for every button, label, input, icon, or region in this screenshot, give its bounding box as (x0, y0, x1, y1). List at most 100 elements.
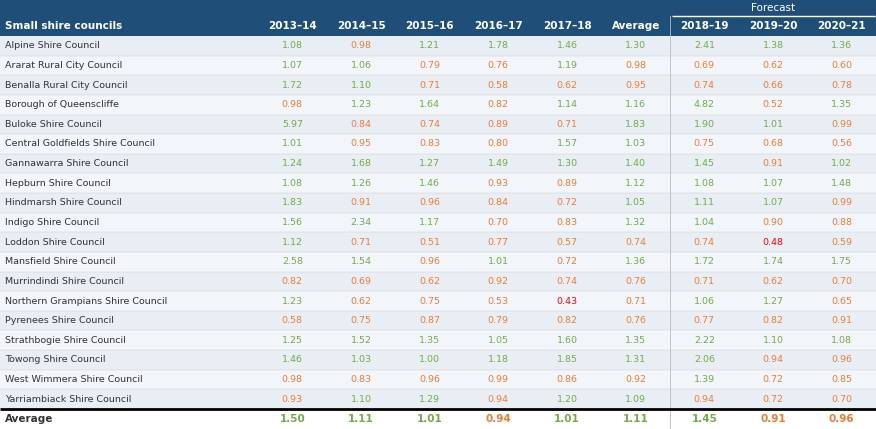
Text: 0.74: 0.74 (694, 81, 715, 90)
Text: 1.00: 1.00 (420, 355, 440, 364)
Text: 0.62: 0.62 (420, 277, 440, 286)
Text: 1.45: 1.45 (691, 414, 717, 424)
Text: 0.85: 0.85 (831, 375, 852, 384)
Text: 0.94: 0.94 (694, 395, 715, 404)
Text: 2.41: 2.41 (694, 41, 715, 50)
Text: 2.58: 2.58 (282, 257, 303, 266)
Text: 1.27: 1.27 (762, 296, 783, 305)
Text: 0.90: 0.90 (762, 218, 783, 227)
Text: 0.62: 0.62 (350, 296, 371, 305)
Text: 0.96: 0.96 (831, 355, 852, 364)
Text: 1.18: 1.18 (488, 355, 509, 364)
Text: 0.96: 0.96 (420, 198, 440, 207)
Text: 0.82: 0.82 (488, 100, 509, 109)
Text: 0.93: 0.93 (488, 179, 509, 188)
Text: 0.62: 0.62 (762, 61, 783, 70)
Text: 1.72: 1.72 (282, 81, 303, 90)
Text: West Wimmera Shire Council: West Wimmera Shire Council (5, 375, 143, 384)
Text: 0.83: 0.83 (556, 218, 577, 227)
Text: 0.71: 0.71 (694, 277, 715, 286)
Bar (0, 311, 876, 330)
Text: Hindmarsh Shire Council: Hindmarsh Shire Council (5, 198, 122, 207)
Text: 1.35: 1.35 (419, 336, 441, 345)
Text: 1.50: 1.50 (279, 414, 305, 424)
Text: Towong Shire Council: Towong Shire Council (5, 355, 105, 364)
Text: 0.98: 0.98 (282, 375, 303, 384)
Text: 1.11: 1.11 (348, 414, 374, 424)
Text: 0.68: 0.68 (762, 139, 783, 148)
Text: 1.09: 1.09 (625, 395, 646, 404)
Text: 1.54: 1.54 (350, 257, 371, 266)
Text: 1.01: 1.01 (417, 414, 442, 424)
Text: 1.32: 1.32 (625, 218, 646, 227)
Text: 0.94: 0.94 (488, 395, 509, 404)
Text: 1.85: 1.85 (556, 355, 577, 364)
Text: Central Goldfields Shire Council: Central Goldfields Shire Council (5, 139, 155, 148)
Text: 0.98: 0.98 (350, 41, 371, 50)
Text: 1.20: 1.20 (556, 395, 577, 404)
Text: 0.79: 0.79 (488, 316, 509, 325)
Text: 0.95: 0.95 (625, 81, 646, 90)
Text: 0.82: 0.82 (282, 277, 303, 286)
Text: 1.02: 1.02 (831, 159, 852, 168)
Text: 0.43: 0.43 (556, 296, 577, 305)
Text: 0.70: 0.70 (831, 395, 852, 404)
Text: 1.05: 1.05 (488, 336, 509, 345)
Text: 1.45: 1.45 (694, 159, 715, 168)
Text: 0.96: 0.96 (829, 414, 854, 424)
Text: 1.16: 1.16 (625, 100, 646, 109)
Text: 0.77: 0.77 (694, 316, 715, 325)
Text: 1.03: 1.03 (350, 355, 371, 364)
Text: 2017–18: 2017–18 (542, 21, 591, 31)
Bar (0, 115, 876, 134)
Text: 0.75: 0.75 (350, 316, 371, 325)
Text: 0.86: 0.86 (556, 375, 577, 384)
Text: 1.05: 1.05 (625, 198, 646, 207)
Text: 1.68: 1.68 (350, 159, 371, 168)
Bar (0, 330, 876, 350)
Text: 0.53: 0.53 (488, 296, 509, 305)
Bar (0, 95, 876, 115)
Text: 0.74: 0.74 (420, 120, 440, 129)
Bar (0, 213, 876, 233)
Text: 0.52: 0.52 (762, 100, 783, 109)
Text: 0.99: 0.99 (831, 120, 852, 129)
Text: 0.92: 0.92 (625, 375, 646, 384)
Text: 0.98: 0.98 (625, 61, 646, 70)
Text: 1.38: 1.38 (762, 41, 783, 50)
Text: 0.98: 0.98 (282, 100, 303, 109)
Text: 2020–21: 2020–21 (817, 21, 866, 31)
Text: 0.89: 0.89 (556, 179, 577, 188)
Bar (0, 56, 876, 75)
Text: 0.96: 0.96 (420, 375, 440, 384)
Text: Northern Grampians Shire Council: Northern Grampians Shire Council (5, 296, 167, 305)
Text: 0.87: 0.87 (420, 316, 440, 325)
Bar (0, 272, 876, 291)
Text: 0.72: 0.72 (762, 395, 783, 404)
Text: 0.93: 0.93 (282, 395, 303, 404)
Text: 1.49: 1.49 (488, 159, 509, 168)
Bar (0, 409, 876, 429)
Text: 2018–19: 2018–19 (680, 21, 729, 31)
Text: Borough of Queenscliffe: Borough of Queenscliffe (5, 100, 119, 109)
Text: 2016–17: 2016–17 (474, 21, 523, 31)
Text: 0.76: 0.76 (625, 277, 646, 286)
Text: 0.82: 0.82 (556, 316, 577, 325)
Text: 1.14: 1.14 (556, 100, 577, 109)
Bar (0, 0, 876, 36)
Text: 1.08: 1.08 (831, 336, 852, 345)
Text: 0.91: 0.91 (760, 414, 786, 424)
Text: 1.23: 1.23 (282, 296, 303, 305)
Text: 0.60: 0.60 (831, 61, 852, 70)
Text: 0.99: 0.99 (488, 375, 509, 384)
Text: 1.35: 1.35 (831, 100, 852, 109)
Text: 1.26: 1.26 (350, 179, 371, 188)
Text: Buloke Shire Council: Buloke Shire Council (5, 120, 102, 129)
Text: 0.51: 0.51 (420, 238, 440, 247)
Text: 1.46: 1.46 (420, 179, 440, 188)
Bar (0, 233, 876, 252)
Text: 1.01: 1.01 (762, 120, 783, 129)
Text: 1.11: 1.11 (694, 198, 715, 207)
Text: 1.35: 1.35 (625, 336, 646, 345)
Text: 0.70: 0.70 (831, 277, 852, 286)
